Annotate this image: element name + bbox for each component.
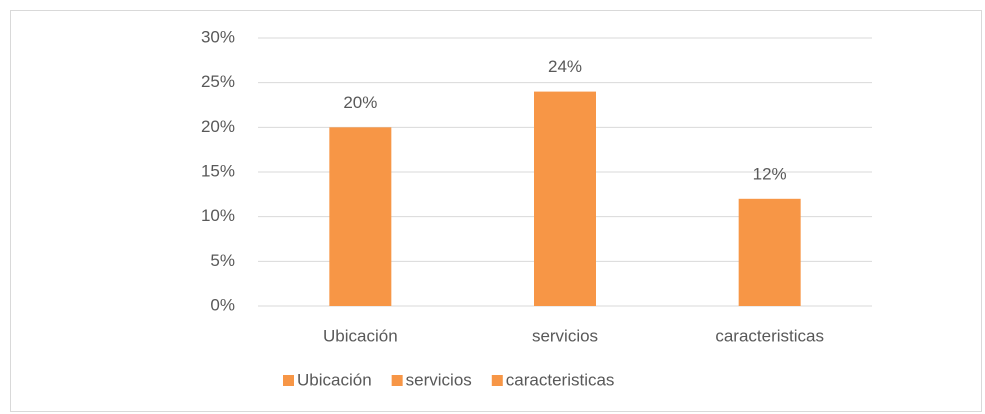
y-tick-label: 15% [201, 161, 235, 180]
legend-swatch [283, 375, 294, 386]
x-tick-label: caracteristicas [715, 326, 824, 345]
data-label: 20% [343, 93, 377, 112]
x-tick-label: servicios [532, 326, 598, 345]
legend-label: Ubicación [297, 370, 372, 389]
legend-swatch [391, 375, 403, 386]
x-tick-label: Ubicación [323, 326, 398, 345]
bar [534, 91, 596, 306]
bar [329, 127, 392, 306]
legend-label: caracteristicas [506, 370, 615, 389]
data-label: 12% [753, 164, 787, 183]
chart-frame [10, 10, 982, 412]
legend-swatch [491, 375, 503, 386]
data-label: 24% [548, 57, 582, 76]
y-tick-label: 25% [201, 72, 235, 91]
y-tick-label: 5% [210, 251, 235, 270]
y-tick-label: 10% [201, 206, 235, 225]
y-tick-label: 0% [210, 295, 235, 314]
bar [738, 198, 801, 306]
y-tick-label: 30% [201, 27, 235, 46]
y-tick-label: 20% [201, 117, 235, 136]
legend-label: servicios [406, 370, 472, 389]
